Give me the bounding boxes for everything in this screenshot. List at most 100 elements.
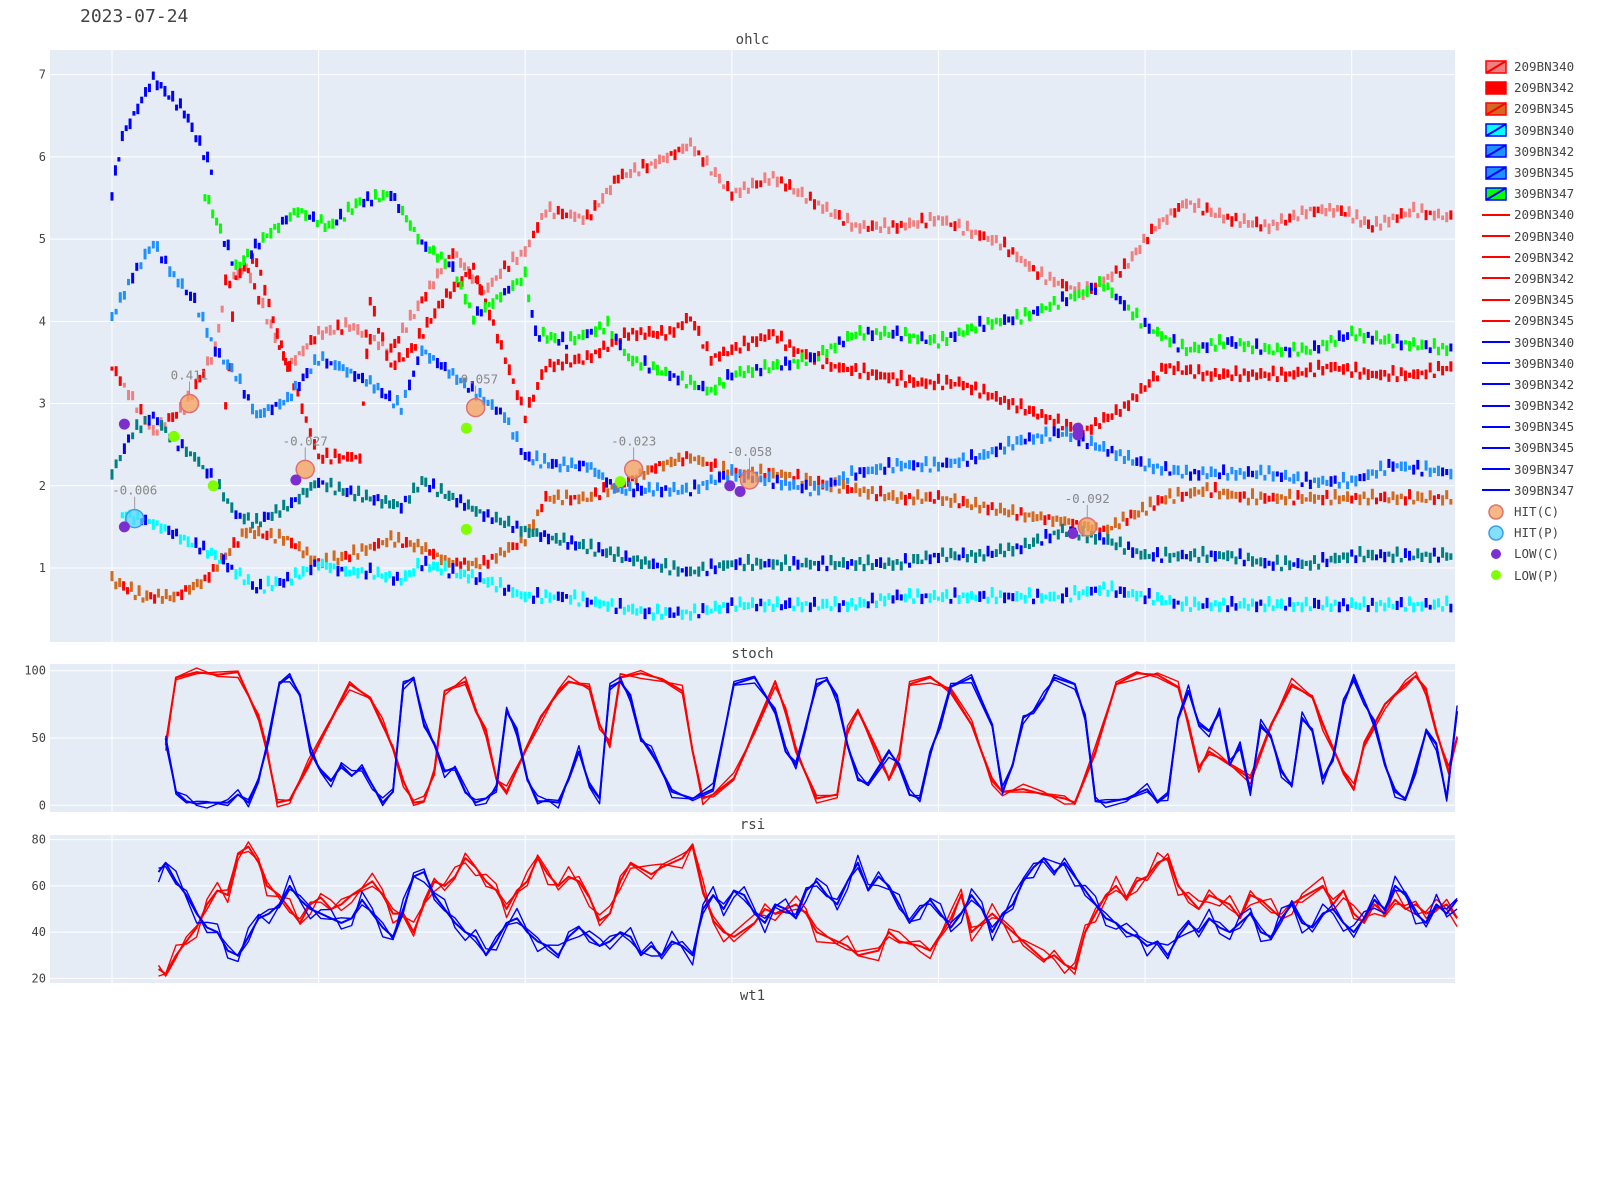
ohlc-bar bbox=[1027, 512, 1031, 518]
ohlc-bar bbox=[1321, 552, 1325, 563]
ohlc-bar bbox=[435, 253, 439, 263]
ohlc-bar bbox=[315, 219, 319, 228]
legend-item[interactable]: 309BN347 bbox=[1482, 459, 1594, 480]
ohlc-bar bbox=[262, 589, 266, 594]
ohlc-bar bbox=[246, 512, 250, 521]
ohlc-bar bbox=[717, 377, 721, 386]
ohlc-bar bbox=[1296, 216, 1300, 222]
ohlc-bar bbox=[433, 308, 437, 319]
ohlc-bar bbox=[945, 374, 949, 385]
ohlc-bar bbox=[339, 208, 343, 220]
ohlc-bar bbox=[932, 334, 936, 344]
ohlc-bar bbox=[574, 464, 578, 469]
legend-item[interactable]: 209BN340 bbox=[1482, 226, 1594, 247]
ohlc-bar bbox=[222, 554, 226, 565]
legend-item[interactable]: 309BN345 bbox=[1482, 162, 1594, 183]
legend-item[interactable]: 209BN345 bbox=[1482, 98, 1594, 119]
ohlc-bar bbox=[779, 330, 783, 342]
ohlc-bar bbox=[1391, 365, 1395, 376]
ohlc-bar bbox=[1395, 333, 1399, 344]
legend-item[interactable]: 309BN342 bbox=[1482, 374, 1594, 395]
ohlc-bar bbox=[361, 401, 365, 406]
legend-item[interactable]: 209BN342 bbox=[1482, 268, 1594, 289]
ohlc-bar bbox=[1346, 363, 1350, 372]
ohlc-bar bbox=[1027, 587, 1031, 598]
ohlc-bar bbox=[217, 479, 221, 490]
ohlc-bar bbox=[812, 199, 816, 210]
ohlc-bar bbox=[541, 326, 545, 337]
ohlc-bar bbox=[1036, 306, 1040, 316]
ohlc-bar bbox=[1230, 551, 1234, 559]
legend-item[interactable]: 209BN342 bbox=[1482, 247, 1594, 268]
legend-item[interactable]: 309BN345 bbox=[1482, 437, 1594, 458]
ohlc-bar bbox=[503, 587, 507, 596]
legend-item[interactable]: 309BN342 bbox=[1482, 141, 1594, 162]
ohlc-bar bbox=[1093, 287, 1097, 295]
ohlc-bar bbox=[982, 501, 986, 509]
ohlc-bar bbox=[755, 557, 759, 566]
ohlc-bar bbox=[1312, 206, 1316, 218]
ohlc-bar bbox=[639, 485, 643, 496]
legend-item[interactable]: 309BN340 bbox=[1482, 331, 1594, 352]
ohlc-bar bbox=[734, 605, 738, 612]
ohlc-bar bbox=[870, 466, 874, 474]
legend-item[interactable]: HIT(P) bbox=[1482, 522, 1594, 543]
ohlc-bar bbox=[336, 557, 340, 566]
ohlc-bar bbox=[932, 216, 936, 227]
ohlc-bar bbox=[118, 292, 122, 303]
legend-item[interactable]: LOW(P) bbox=[1482, 565, 1594, 586]
legend-item[interactable]: 309BN347 bbox=[1482, 183, 1594, 204]
ohlc-bar bbox=[392, 403, 396, 409]
ohlc-bar bbox=[190, 542, 194, 548]
legend-swatch bbox=[1482, 313, 1510, 329]
ohlc-bar bbox=[689, 611, 693, 621]
ohlc-bar bbox=[1263, 219, 1267, 228]
ohlc-bar bbox=[552, 361, 556, 373]
ohlc-bar bbox=[1296, 351, 1300, 357]
ohlc-bar bbox=[570, 457, 574, 469]
ohlc-bar bbox=[1288, 488, 1292, 499]
legend-item[interactable]: 309BN340 bbox=[1482, 353, 1594, 374]
ohlc-bar bbox=[1003, 395, 1007, 403]
ohlc-bar bbox=[211, 209, 215, 219]
ohlc-bar bbox=[1362, 491, 1366, 499]
legend-item[interactable]: 209BN342 bbox=[1482, 77, 1594, 98]
ohlc-bar bbox=[1044, 306, 1048, 311]
ohlc-bar bbox=[1180, 491, 1184, 502]
low-p-marker bbox=[207, 480, 219, 492]
ohlc-bar bbox=[437, 300, 441, 309]
ohlc-bar bbox=[784, 344, 788, 351]
ohlc-bar bbox=[332, 550, 336, 561]
legend-item[interactable]: 309BN340 bbox=[1482, 120, 1594, 141]
ohlc-bar bbox=[701, 481, 705, 486]
legend-item[interactable]: 309BN345 bbox=[1482, 416, 1594, 437]
ohlc-bar bbox=[1168, 471, 1172, 476]
ohlc-bar bbox=[635, 608, 639, 616]
legend-item[interactable]: 309BN347 bbox=[1482, 480, 1594, 501]
legend-item[interactable]: 309BN342 bbox=[1482, 395, 1594, 416]
ohlc-bar bbox=[1333, 489, 1337, 500]
ohlc-bar bbox=[432, 478, 436, 489]
legend-item[interactable]: HIT(C) bbox=[1482, 501, 1594, 522]
ohlc-bar bbox=[866, 371, 870, 381]
ohlc-bar bbox=[1127, 400, 1131, 411]
ohlc-bar bbox=[349, 485, 353, 495]
ohlc-bar bbox=[1015, 436, 1019, 445]
ohlc-bar bbox=[771, 329, 775, 337]
legend-swatch bbox=[1482, 249, 1510, 265]
ohlc-bar bbox=[730, 191, 734, 201]
legend-item[interactable]: 209BN340 bbox=[1482, 204, 1594, 225]
ohlc-bar bbox=[672, 327, 676, 338]
ohlc-bar bbox=[337, 361, 341, 371]
legend-item[interactable]: 209BN345 bbox=[1482, 289, 1594, 310]
legend-item[interactable]: 209BN345 bbox=[1482, 310, 1594, 331]
legend-item[interactable]: LOW(C) bbox=[1482, 543, 1594, 564]
ohlc-bar bbox=[498, 517, 502, 526]
ohlc-bar bbox=[628, 557, 632, 562]
ohlc-bar bbox=[949, 598, 953, 604]
ohlc-bar bbox=[978, 315, 982, 327]
ohlc-bar bbox=[1362, 596, 1366, 608]
ohlc-bar bbox=[779, 562, 783, 572]
ohlc-bar bbox=[1118, 295, 1122, 305]
legend-item[interactable]: 209BN340 bbox=[1482, 56, 1594, 77]
